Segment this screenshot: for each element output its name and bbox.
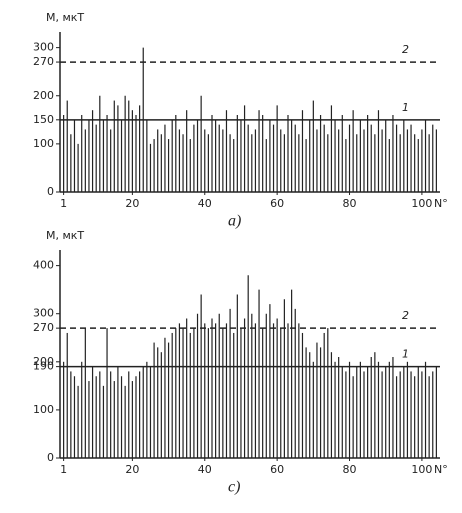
axis-title: M, мкТ — [46, 11, 84, 24]
y-tick-label: 400 — [33, 259, 54, 272]
y-tick-label: 200 — [33, 355, 54, 368]
y-tick-label: 0 — [47, 185, 54, 198]
x-tick-label: 20 — [125, 197, 139, 210]
reference-label: 1 — [402, 348, 409, 361]
y-tick-label: 270 — [33, 321, 54, 334]
x-tick-label: 100 — [411, 463, 432, 476]
y-tick-label: 300 — [33, 41, 54, 54]
x-tick-label: 40 — [198, 197, 212, 210]
x-tick-label: 40 — [198, 463, 212, 476]
y-tick-label: 100 — [33, 403, 54, 416]
x-axis-label: N° — [434, 463, 448, 476]
x-tick-label: 60 — [270, 197, 284, 210]
x-tick-label: 60 — [270, 463, 284, 476]
y-tick-label: 270 — [33, 55, 54, 68]
x-tick-label: 80 — [343, 463, 357, 476]
reference-label: 2 — [402, 309, 409, 322]
x-tick-label: 20 — [125, 463, 139, 476]
reference-label: 2 — [402, 43, 409, 56]
y-tick-label: 300 — [33, 307, 54, 320]
y-tick-label: 150 — [33, 113, 54, 126]
x-tick-label: 80 — [343, 197, 357, 210]
y-tick-label: 100 — [33, 137, 54, 150]
caption: c) — [228, 479, 240, 496]
x-tick-label: 100 — [411, 197, 432, 210]
y-tick-label: 0 — [47, 451, 54, 464]
reference-label: 1 — [402, 101, 409, 114]
y-tick-label: 200 — [33, 89, 54, 102]
x-tick-label: 1 — [60, 197, 67, 210]
x-axis-label: N° — [434, 197, 448, 210]
axis-title: M, мкТ — [46, 229, 84, 242]
y-tick-label: 190 — [33, 360, 54, 373]
caption: a) — [228, 213, 241, 230]
x-tick-label: 1 — [60, 463, 67, 476]
